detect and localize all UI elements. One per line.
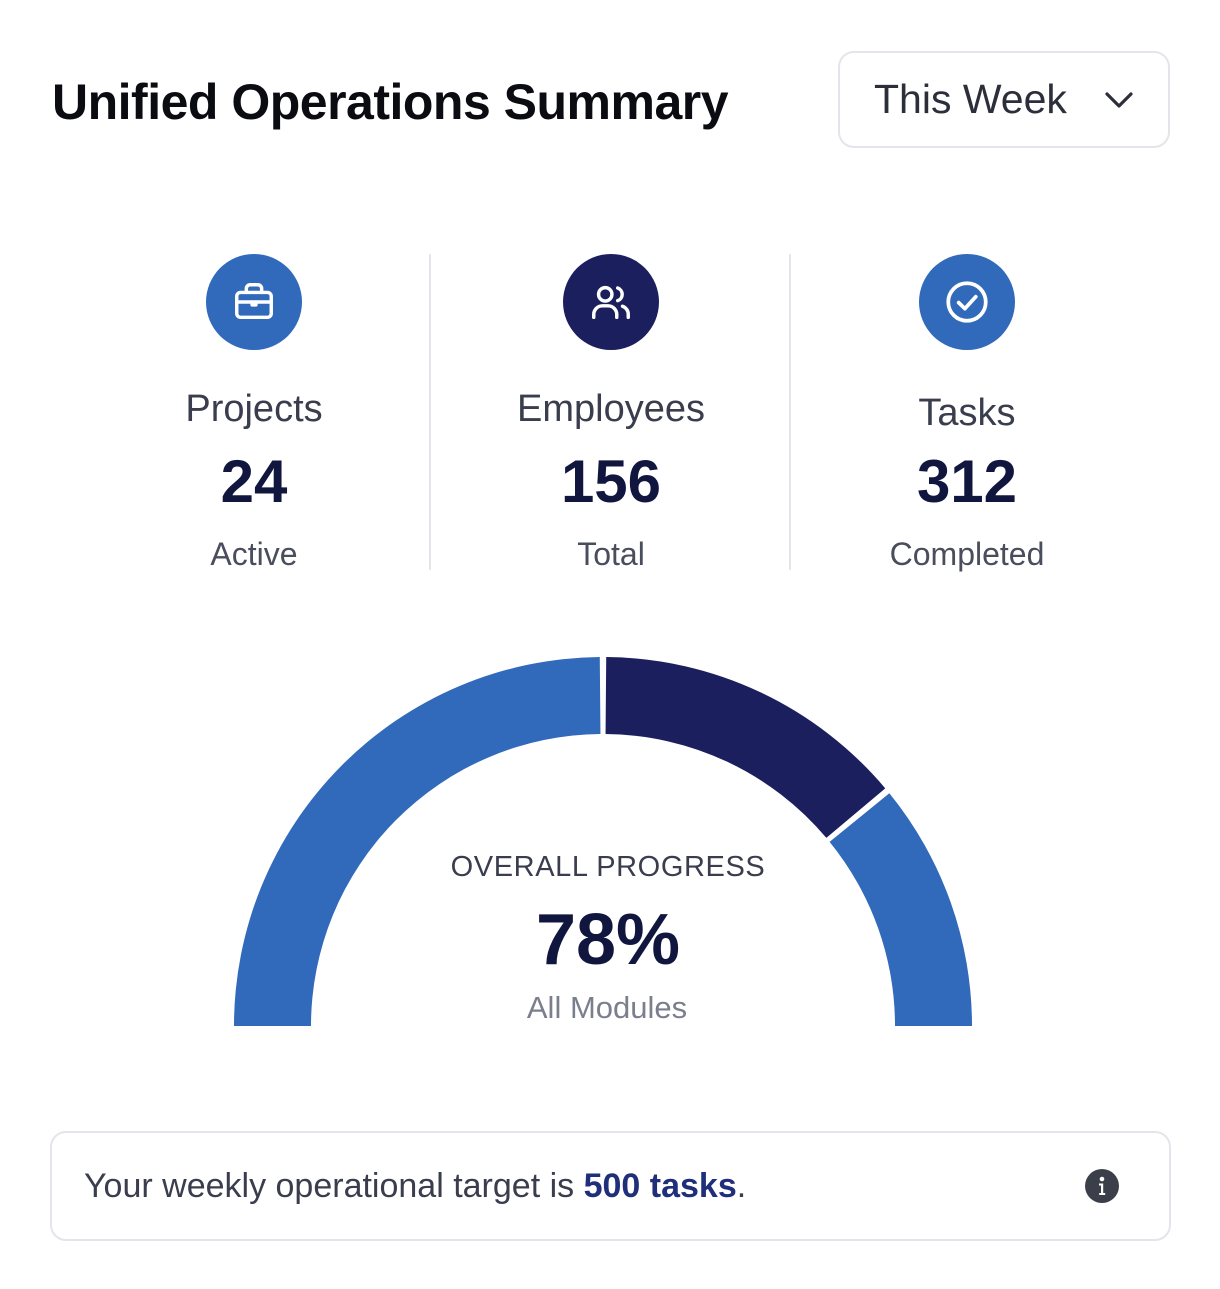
target-note-suffix: . — [736, 1166, 747, 1205]
gauge-value: 78% — [535, 900, 681, 980]
stat-employees: Employees 156 Total — [432, 254, 790, 572]
stat-projects: Projects 24 Active — [76, 254, 432, 572]
stat-sublabel: Total — [577, 536, 645, 572]
gauge-segment-2 — [605, 657, 886, 838]
stat-value: 24 — [220, 448, 288, 515]
stat-tasks: Tasks 312 Completed — [790, 254, 1144, 572]
target-note-highlight: 500 tasks — [583, 1166, 737, 1205]
stat-value: 156 — [560, 448, 662, 515]
stat-label: Projects — [185, 388, 323, 430]
stat-divider — [789, 254, 791, 570]
gauge-subtitle: All Modules — [526, 990, 688, 1025]
period-select-value: This Week — [874, 76, 1067, 122]
chevron-down-icon — [1104, 85, 1134, 115]
info-icon[interactable] — [1085, 1169, 1119, 1203]
period-select[interactable]: This Week — [838, 51, 1170, 148]
stat-divider — [429, 254, 431, 570]
target-note-prefix: Your weekly operational target is — [84, 1166, 584, 1205]
target-note: Your weekly operational target is 500 ta… — [50, 1131, 1171, 1241]
check-circle-icon — [919, 254, 1015, 350]
stat-sublabel: Completed — [889, 536, 1045, 572]
target-note-text: Your weekly operational target is 500 ta… — [84, 1167, 746, 1206]
stat-label: Employees — [517, 388, 705, 430]
stat-sublabel: Active — [210, 536, 298, 572]
stat-value: 312 — [916, 448, 1018, 515]
stat-label: Tasks — [918, 392, 1016, 434]
gauge-title: OVERALL PROGRESS — [450, 851, 766, 883]
page-title: Unified Operations Summary — [52, 74, 729, 130]
stats-row: Projects 24 Active Employees 156 Total T… — [76, 254, 1144, 572]
users-icon — [563, 254, 659, 350]
briefcase-icon — [206, 254, 302, 350]
